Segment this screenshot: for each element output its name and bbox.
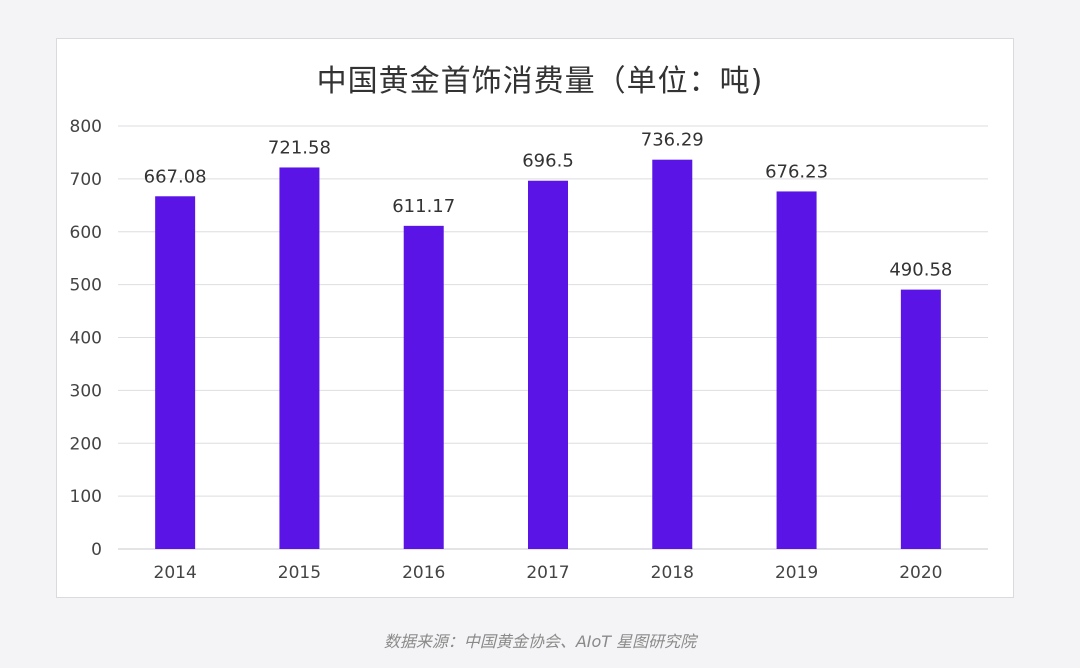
y-tick-label: 400: [70, 329, 102, 349]
bar-2015: [279, 167, 320, 549]
data-label: 721.58: [268, 137, 331, 158]
y-tick-label: 800: [70, 117, 102, 137]
y-tick-label: 100: [70, 487, 102, 507]
x-axis-ticks: 2014 2015 2016 2017 2018 2019 2020: [154, 563, 943, 583]
x-tick-label: 2017: [526, 563, 569, 583]
data-source-note: 数据来源：中国黄金协会、AIoT 星图研究院: [383, 632, 697, 651]
y-tick-label: 200: [70, 434, 102, 454]
bar-2020: [900, 289, 941, 549]
bar-2014: [155, 196, 196, 550]
y-axis-ticks: 0 100 200 300 400 500 600 700 800: [70, 117, 102, 560]
x-tick-label: 2016: [402, 563, 445, 583]
data-label: 676.23: [765, 161, 828, 182]
data-label: 736.29: [641, 130, 704, 151]
x-tick-label: 2018: [651, 563, 694, 583]
data-label: 667.08: [144, 166, 207, 187]
y-tick-label: 300: [70, 381, 102, 401]
data-labels: 667.08 721.58 611.17 696.5 736.29 676.23 490.5…: [144, 130, 953, 281]
y-tick-label: 0: [91, 540, 102, 560]
data-label: 696.5: [522, 151, 574, 172]
y-tick-label: 600: [70, 223, 102, 243]
bars: [155, 159, 941, 550]
data-label: 490.58: [889, 260, 952, 281]
bar-2019: [776, 191, 817, 549]
chart-title: 中国黄金首饰消费量（单位：吨): [316, 64, 764, 99]
x-tick-label: 2019: [775, 563, 818, 583]
x-tick-label: 2020: [899, 563, 942, 583]
y-tick-label: 700: [70, 170, 102, 190]
data-label: 611.17: [392, 196, 455, 217]
bar-2018: [652, 159, 693, 550]
y-tick-label: 500: [70, 276, 102, 296]
x-tick-label: 2014: [154, 563, 197, 583]
bar-2016: [403, 225, 444, 549]
bar-2017: [528, 180, 568, 549]
x-tick-label: 2015: [278, 563, 321, 583]
